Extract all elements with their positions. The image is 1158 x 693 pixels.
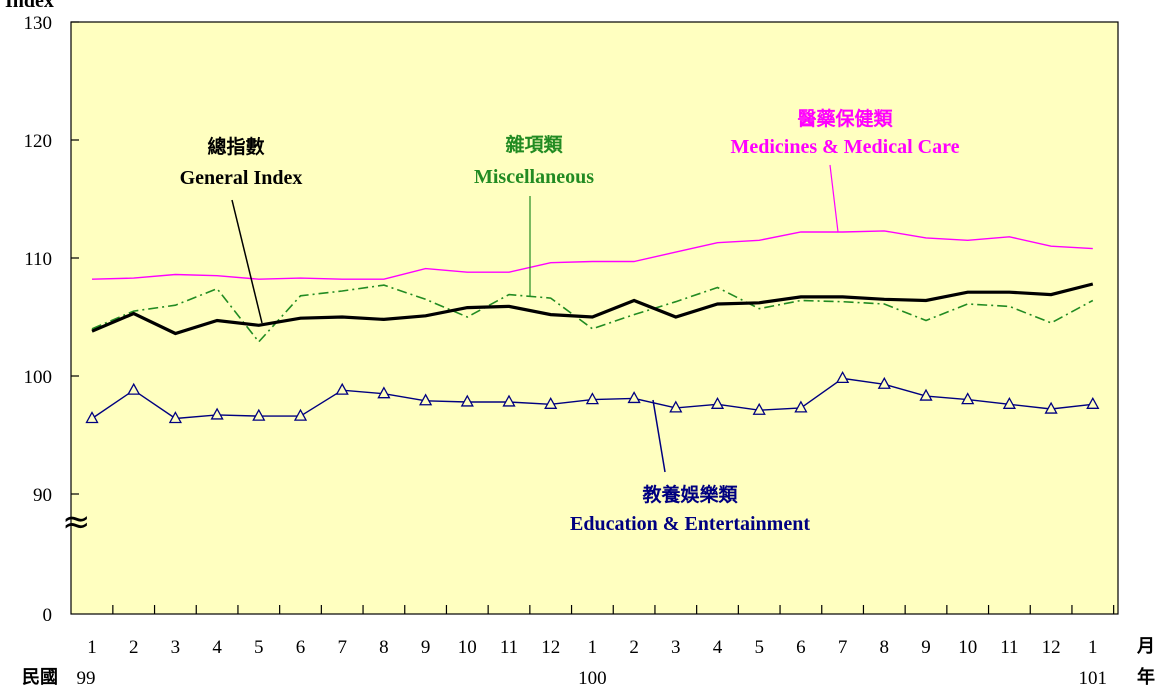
annotation-general-index-en: General Index <box>180 167 303 189</box>
plot-area <box>70 21 1119 615</box>
annotation-miscellaneous-zh: 雜項類 <box>505 133 563 156</box>
x-axis: 1 2 3 4 5 6 7 8 9 10 11 12 1 2 3 4 5 6 7 8 9 10 11 12 199 100 101 <box>77 605 1115 689</box>
y-tick-label: 100 <box>24 367 53 388</box>
x-tick-label: 8 <box>379 637 389 658</box>
data-point <box>210 407 224 420</box>
x-tick-label: 9 <box>421 637 431 658</box>
y-tick-label: 90 <box>33 485 52 506</box>
data-point <box>127 382 141 395</box>
x-tick-label: 12 <box>1042 637 1061 658</box>
x-tick-label: 6 <box>796 637 806 658</box>
annotation-education-zh: 教養娛樂類 <box>642 483 738 506</box>
y-tick-label: 130 <box>24 13 53 34</box>
x-tick-label: 2 <box>129 637 139 658</box>
annotation-medicines-en: Medicines & Medical Care <box>730 136 959 158</box>
x-tick-label: 1 <box>588 637 598 658</box>
x-year-label: 100 <box>578 668 607 689</box>
data-point <box>252 408 266 421</box>
data-point <box>335 382 349 395</box>
data-point <box>836 371 850 384</box>
data-point <box>377 386 391 399</box>
data-point <box>460 394 474 407</box>
data-point <box>293 408 308 421</box>
data-point <box>168 411 182 424</box>
series-line <box>91 282 1094 336</box>
data-point <box>544 396 558 409</box>
data-point <box>627 391 641 404</box>
annotation-general-index-zh: 總指數 <box>207 135 264 158</box>
y-axis-label: Index <box>5 0 54 12</box>
data-point <box>961 392 975 405</box>
y-tick-label: 110 <box>24 249 52 270</box>
x-tick-label: 1 <box>87 637 97 658</box>
data-point <box>1086 396 1100 409</box>
x-unit-year: 年 <box>1137 666 1155 688</box>
x-year-label: 99 <box>77 668 96 689</box>
leader-line-education <box>652 399 666 473</box>
leader-line-general-index <box>231 199 263 324</box>
axis-break-symbol: ≈ <box>62 502 91 542</box>
data-point <box>919 388 933 401</box>
marker-group <box>85 371 1100 424</box>
x-tick-label: 11 <box>1000 637 1018 658</box>
x-tick-label: 9 <box>921 637 931 658</box>
annotation-education-en: Education & Entertainment <box>570 513 810 535</box>
data-point <box>1002 396 1016 409</box>
x-tick-label: 1 <box>1088 637 1098 658</box>
data-point <box>1044 401 1058 414</box>
data-point <box>877 376 891 389</box>
x-tick-label: 10 <box>958 637 977 658</box>
data-point <box>502 394 516 407</box>
data-point <box>794 400 808 413</box>
data-point <box>669 400 683 413</box>
data-point <box>85 411 99 424</box>
x-tick-label: 7 <box>337 637 347 658</box>
y-axis: 130 120 110 100 90 0 <box>24 13 79 626</box>
x-tick-label: 2 <box>629 637 639 658</box>
data-point <box>585 392 599 405</box>
x-tick-label: 8 <box>880 637 890 658</box>
annotation-medicines-zh: 醫藥保健類 <box>797 107 893 130</box>
x-tick-label: 12 <box>541 637 560 658</box>
x-tick-label: 10 <box>458 637 477 658</box>
x-era-label: 民國 <box>22 667 58 688</box>
data-point <box>419 393 433 406</box>
x-tick-label: 5 <box>254 637 264 658</box>
x-tick-label: 11 <box>500 637 518 658</box>
data-point <box>752 402 766 415</box>
x-tick-label: 6 <box>296 637 306 658</box>
x-tick-label: 5 <box>754 637 764 658</box>
x-tick-label: 4 <box>713 637 723 658</box>
series-line <box>91 284 1094 344</box>
y-tick-label: 0 <box>43 605 53 626</box>
x-year-label: 101 <box>1079 668 1108 689</box>
x-tick-label: 7 <box>838 637 848 658</box>
y-tick-label: 120 <box>24 131 53 152</box>
annotation-miscellaneous-en: Miscellaneous <box>474 166 594 188</box>
leader-line-medicines <box>829 164 839 233</box>
series-line <box>91 230 1093 280</box>
x-unit-month: 月 <box>1136 636 1155 657</box>
x-tick-label: 3 <box>171 637 181 658</box>
x-tick-label: 4 <box>212 637 222 658</box>
x-tick-label: 3 <box>671 637 681 658</box>
data-point <box>710 396 725 409</box>
